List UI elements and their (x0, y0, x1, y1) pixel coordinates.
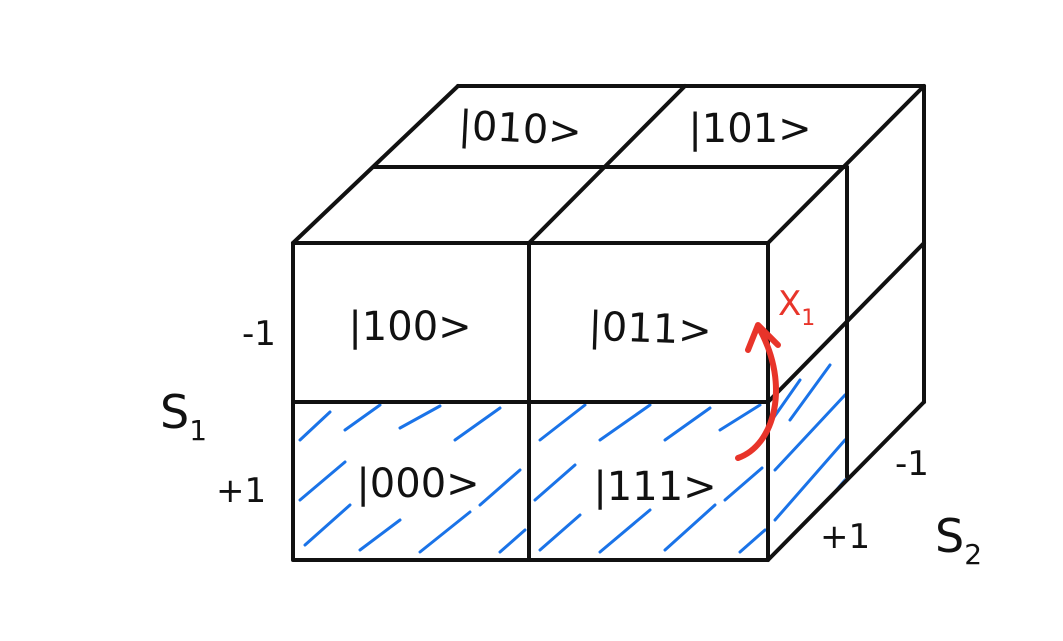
s1-lower-value: +1 (216, 471, 266, 511)
state-labels: |010> |101> |100> |011> |000> |111> (348, 103, 811, 510)
state-label-top-back-left: |010> (457, 103, 583, 155)
s2-label: S2 (935, 509, 982, 571)
x1-operator: X1 (735, 284, 815, 461)
cube-edges (291, 84, 926, 562)
state-label-front-bottom-right: |111> (593, 464, 716, 510)
s2-back-value: -1 (895, 444, 929, 484)
axis-s2: -1 +1 S2 (820, 444, 982, 571)
state-label-front-bottom-left: |000> (356, 461, 479, 507)
state-label-front-top-right: |011> (588, 304, 713, 354)
s1-label: S1 (160, 385, 207, 447)
front-bottom-hatching (298, 403, 767, 554)
x1-label: X1 (778, 284, 815, 331)
x1-arrow (735, 327, 779, 461)
s2-front-value: +1 (820, 517, 870, 557)
state-label-front-top-left: |100> (348, 304, 471, 350)
axis-s1: -1 S1 +1 (160, 314, 276, 511)
state-label-top-back-right: |101> (688, 106, 811, 152)
x1-arrowhead-icon (745, 322, 781, 353)
s1-upper-value: -1 (242, 314, 276, 354)
